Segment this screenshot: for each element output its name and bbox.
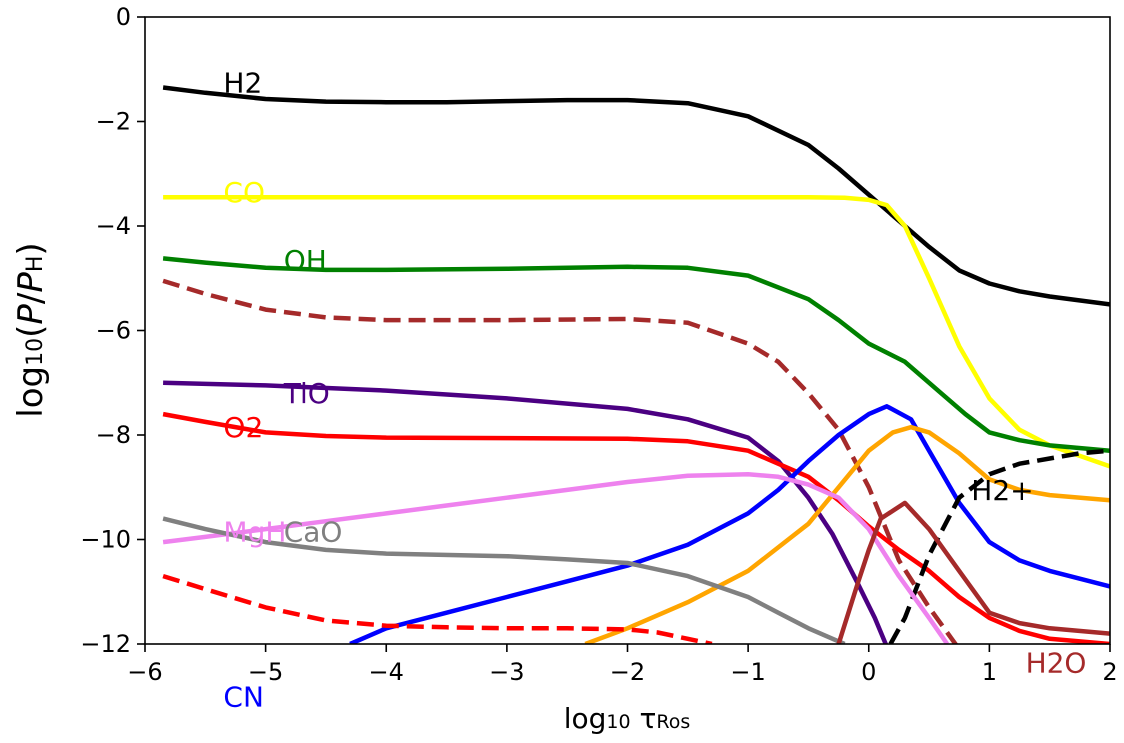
x-tick-label: −2	[610, 658, 645, 686]
x-tick-label: −3	[489, 658, 524, 686]
x-tick-label: −6	[127, 658, 162, 686]
series-line-series-12-dashed	[162, 573, 713, 644]
y-tick-label: −6	[96, 317, 131, 345]
y-axis-label: log10(P/PH)	[11, 242, 51, 417]
x-tick-label: −5	[248, 658, 283, 686]
y-tick-label: −8	[96, 421, 131, 449]
series-label-cao: CaO	[284, 516, 343, 549]
series-line-series-7	[584, 424, 1110, 644]
series-line-cn	[349, 404, 1110, 644]
x-tick-label: −1	[730, 658, 765, 686]
x-tick-label: 0	[861, 658, 876, 686]
series-label-h2o: H2O	[1026, 646, 1087, 679]
series-line-co	[163, 195, 1110, 469]
series-label-tio: TiO	[283, 377, 330, 410]
y-tick-label: −12	[80, 630, 131, 658]
series-label-h2: H2	[223, 66, 262, 99]
series-line-h2	[162, 85, 1110, 307]
series-label-co: CO	[223, 176, 265, 209]
series-label-mgh: MgH	[223, 516, 286, 549]
x-axis-label: log10 τRos	[564, 702, 691, 735]
series-line-cao	[162, 516, 846, 644]
series-line-oh	[162, 256, 1110, 453]
x-tick-label: 1	[982, 658, 997, 686]
series-label-oh: OH	[284, 244, 327, 277]
y-tick-label: −4	[96, 212, 131, 240]
y-tick-label: −10	[80, 526, 131, 554]
plot-frame	[144, 16, 1111, 645]
ticks-layer: −6 −5 −4 −3 −2 −1 0 1 20−2−4−6−8−10−12	[80, 3, 1117, 686]
x-tick-label: −4	[369, 658, 404, 686]
series-label-cn: CN	[223, 680, 264, 713]
series-line-series-3-dashed	[162, 278, 959, 644]
series-label-o2: O2	[223, 411, 263, 444]
series-label-h2-: H2+	[971, 474, 1033, 507]
x-tick-label: 2	[1102, 658, 1117, 686]
series-layer	[162, 85, 1110, 644]
series-line-o2	[162, 411, 1110, 644]
series-line-h2o	[836, 500, 1110, 644]
y-tick-label: −2	[96, 108, 131, 136]
y-tick-label: 0	[116, 3, 131, 31]
